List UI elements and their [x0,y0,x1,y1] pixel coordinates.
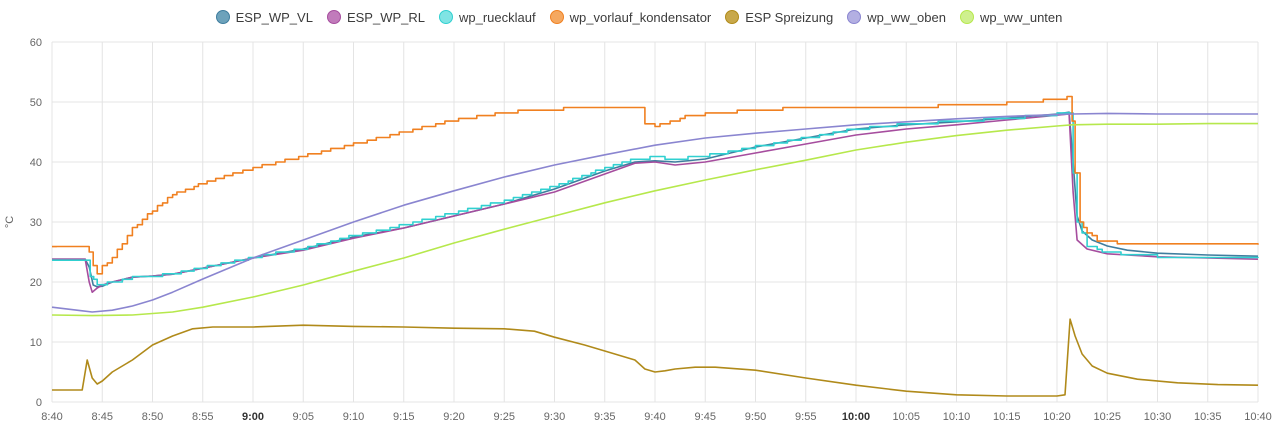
x-tick-label: 8:40 [41,411,62,423]
x-tick-label: 10:15 [993,411,1021,423]
y-tick-label: 10 [30,337,42,349]
series-line-wp-vorlauf-kondensator [52,95,1259,275]
legend-swatch-icon [959,10,974,24]
legend-swatch-icon [847,10,862,24]
legend-swatch-icon [215,10,230,24]
legend-item[interactable]: ESP Spreizung [725,10,833,25]
legend: ESP_WP_VL ESP_WP_RL wp_ruecklauf wp_vorlauf… [0,6,1278,28]
x-tick-label: 8:50 [142,411,163,423]
x-tick-label: 10:40 [1244,411,1272,423]
x-tick-label: 9:25 [494,411,515,423]
legend-item[interactable]: wp_ww_oben [847,10,946,25]
x-tick-label: 8:55 [192,411,213,423]
x-tick-label: 9:00 [242,411,264,423]
y-tick-label: 50 [30,97,42,109]
x-tick-label: 10:30 [1144,411,1172,423]
x-tick-label: 9:05 [293,411,314,423]
legend-item[interactable]: ESP_WP_VL [215,9,313,25]
x-tick-label: 10:25 [1093,411,1121,423]
y-tick-label: 30 [30,217,42,229]
x-tick-label: 9:35 [594,411,615,423]
x-tick-label: 9:20 [443,411,464,423]
legend-label: ESP_WP_VL [235,9,313,25]
x-tick-label: 10:05 [892,411,920,423]
x-tick-label: 9:40 [644,411,665,423]
x-tick-label: 9:15 [393,411,414,423]
x-tick-label: 9:45 [695,411,716,423]
legend-label: ESP_WP_RL [346,9,425,25]
x-tick-label: 8:45 [92,411,113,423]
legend-label: wp_vorlauf_kondensator [569,9,712,25]
y-tick-label: 20 [30,277,42,289]
series-line-esp-spreizung [52,318,1259,397]
series-line-wp-ww-oben [51,112,1258,313]
legend-label: wp_ww_unten [979,9,1063,25]
legend-label: ESP Spreizung [745,9,834,25]
y-tick-label: 0 [36,397,42,409]
x-tick-label: 10:20 [1043,411,1071,423]
series-line-wp-ww-unten [51,122,1258,317]
legend-swatch-icon [326,10,341,24]
legend-item[interactable]: wp_ruecklauf [439,10,536,25]
x-tick-label: 9:50 [745,411,766,423]
x-tick-label: 9:10 [343,411,364,423]
x-tick-label: 10:00 [842,411,870,423]
grid [51,41,1259,403]
legend-item[interactable]: ESP_WP_RL [326,9,425,25]
legend-swatch-icon [439,10,453,24]
series-lines [51,95,1259,397]
x-tick-label: 9:30 [544,411,565,423]
y-axis-label: °C [4,216,16,228]
y-axis: 0 10 20 30 40 50 60 [30,37,42,409]
legend-item[interactable]: wp_ww_unten [959,9,1063,25]
legend-label: wp_ruecklauf [459,9,536,25]
legend-swatch-icon [725,10,740,24]
y-tick-label: 60 [30,37,42,49]
legend-swatch-icon [549,10,564,24]
x-tick-label: 10:35 [1194,411,1222,423]
y-tick-label: 40 [30,157,42,169]
legend-item[interactable]: wp_vorlauf_kondensator [549,9,712,25]
legend-label: wp_ww_oben [867,9,946,25]
x-axis: 8:40 8:45 8:50 8:55 9:00 9:05 9:10 9:15 9:20 9:25… [41,411,1271,423]
x-tick-label: 9:55 [795,411,816,423]
x-tick-label: 10:10 [943,411,971,423]
